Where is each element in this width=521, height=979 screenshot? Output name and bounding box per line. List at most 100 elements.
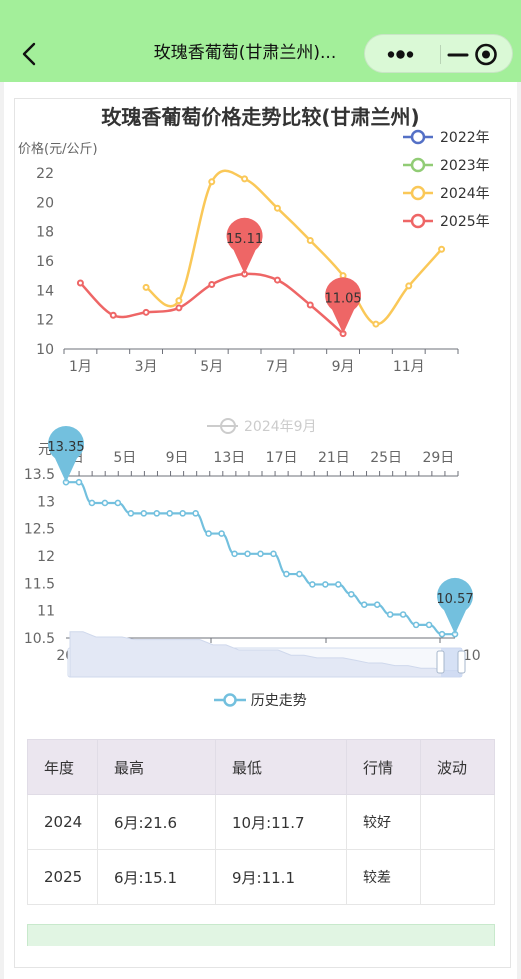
- zoom-slider-handle-right[interactable]: [457, 650, 466, 674]
- yearly-price-chart[interactable]: 价格(元/公斤) 10 12 14 16 18 20 22 1月 3月 5月 7月 9月 11月 15.11…: [0, 120, 521, 390]
- data-point: [153, 510, 161, 517]
- back-button[interactable]: [16, 40, 44, 68]
- zoom-slider-preview: [69, 631, 461, 678]
- data-point: [175, 297, 183, 305]
- legend-marker: [410, 129, 426, 145]
- data-point: [322, 581, 329, 588]
- top-tick-label: 17日: [266, 450, 298, 466]
- y-axis-label: 价格(元/公斤): [18, 141, 98, 157]
- info-box: [27, 924, 495, 946]
- max-min-marker: 15.11: [226, 217, 263, 275]
- page-title: 玫瑰香葡萄(甘肃兰州)...: [153, 43, 337, 63]
- data-point: [208, 178, 216, 186]
- cell-volatility: [420, 794, 495, 850]
- data-point: [273, 276, 281, 284]
- data-point: [76, 279, 84, 287]
- data-point: [309, 581, 316, 588]
- data-point: [412, 621, 420, 629]
- y-tick-label: 11: [37, 604, 55, 620]
- top-tick-label: 9日: [166, 450, 189, 466]
- data-point: [273, 204, 281, 212]
- data-point: [142, 283, 150, 291]
- header-high: 最高: [97, 739, 216, 795]
- data-point: [360, 601, 368, 608]
- header-volatility: 波动: [420, 739, 495, 795]
- marker-pin-shape: [325, 277, 362, 334]
- top-tick-label: 25日: [370, 450, 402, 466]
- header-trend: 行情: [346, 739, 421, 795]
- x-tick-label: 1月: [69, 359, 92, 375]
- legend-label: 2025年: [440, 214, 490, 230]
- data-point: [296, 570, 303, 578]
- data-point: [114, 499, 122, 507]
- mini-program-capsule: [364, 34, 513, 73]
- data-point: [283, 570, 290, 578]
- legend-label: 历史走势: [250, 693, 307, 709]
- data-point: [205, 530, 212, 537]
- x-tick-label: 9月: [332, 359, 355, 375]
- legend-label: 2024年: [440, 186, 490, 202]
- data-point: [127, 510, 135, 517]
- top-tick-label: 29日: [422, 450, 454, 466]
- y-tick-label: 14: [36, 283, 54, 299]
- series-line: [65, 481, 455, 636]
- y-tick-label: 16: [36, 254, 54, 270]
- data-point: [399, 611, 407, 618]
- y-tick-label: 13.5: [24, 467, 55, 483]
- data-point: [270, 550, 277, 558]
- data-point: [179, 510, 186, 517]
- table-row: 2025 6月:15.1 9月:11.1 较差: [27, 849, 495, 905]
- top-nav-bar: 玫瑰香葡萄(甘肃兰州)...: [0, 0, 521, 82]
- zoom-slider-handle-left[interactable]: [436, 650, 445, 674]
- cell-year: 2024: [27, 794, 98, 850]
- history-price-chart[interactable]: 2024年9月1日5日9日13日17日21日25日29日元10.51111.51…: [0, 400, 521, 690]
- header-low: 最低: [215, 739, 347, 795]
- marker-label: 15.11: [226, 232, 263, 247]
- cell-year: 2025: [27, 849, 98, 905]
- data-point: [386, 611, 394, 618]
- x-tick-label: 11月: [393, 359, 425, 375]
- cell-trend: 较差: [346, 849, 421, 905]
- data-point: [373, 601, 381, 608]
- legend-line-marker-icon: [214, 693, 247, 707]
- marker-label: 11.05: [324, 292, 361, 307]
- data-point: [140, 510, 148, 517]
- more-button[interactable]: [365, 35, 440, 74]
- data-point: [88, 499, 96, 507]
- chevron-left-icon: [22, 42, 36, 66]
- x-tick-label: 7月: [266, 359, 289, 375]
- data-point: [244, 550, 251, 558]
- zoom-slider-selection: [441, 648, 462, 677]
- data-point: [306, 301, 314, 309]
- legend-marker: [410, 213, 426, 229]
- close-button[interactable]: [470, 35, 514, 74]
- cell-low: 9月:11.1: [215, 849, 347, 905]
- cell-volatility: [420, 849, 495, 905]
- data-point: [405, 282, 413, 290]
- data-point: [101, 499, 109, 507]
- y-tick-label: 22: [36, 166, 54, 182]
- data-point: [241, 175, 249, 183]
- data-point: [218, 530, 225, 537]
- y-tick-label: 13: [37, 494, 55, 510]
- series-line: [145, 169, 443, 326]
- target-close-icon: [475, 43, 497, 66]
- minimize-button[interactable]: [441, 35, 479, 74]
- marker-pin-shape: [437, 577, 474, 635]
- data-point: [438, 630, 446, 638]
- y-tick-label: 12: [36, 313, 54, 329]
- legend-marker: [410, 185, 426, 201]
- max-min-marker: 11.05: [324, 277, 362, 334]
- data-point: [334, 581, 342, 588]
- data-point: [75, 478, 83, 486]
- history-legend[interactable]: 历史走势: [0, 690, 521, 710]
- data-point: [109, 311, 117, 319]
- cell-low: 10月:11.7: [215, 794, 347, 850]
- y-tick-label: 18: [36, 225, 54, 241]
- data-point: [306, 236, 314, 244]
- chart-title: 玫瑰香葡萄价格走势比较(甘肃兰州): [101, 105, 420, 129]
- max-min-marker: 10.57: [436, 577, 474, 635]
- top-axis-legend: 2024年9月: [244, 419, 317, 435]
- cell-high: 6月:15.1: [97, 849, 216, 905]
- max-min-marker: 13.35: [47, 425, 85, 483]
